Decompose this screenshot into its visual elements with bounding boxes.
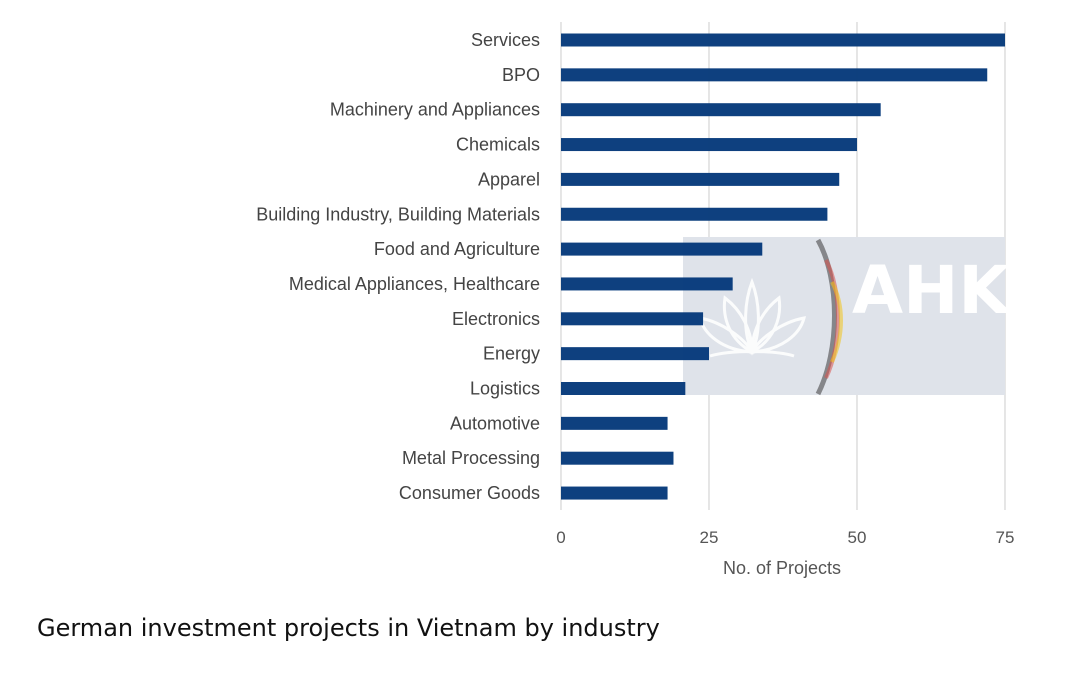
bar	[561, 68, 988, 82]
category-label: Electronics	[452, 309, 540, 329]
x-tick-labels: 0 25 50 75	[556, 528, 1014, 547]
category-label: Food and Agriculture	[374, 239, 540, 259]
x-tick-label: 50	[848, 528, 867, 547]
bar	[561, 486, 668, 500]
category-label: Services	[471, 30, 540, 50]
x-tick-label: 0	[556, 528, 565, 547]
category-label: Medical Appliances, Healthcare	[289, 274, 540, 294]
bar	[561, 103, 881, 117]
bar	[561, 207, 828, 221]
category-label: Automotive	[450, 413, 540, 433]
flag-arc-icon	[815, 238, 837, 396]
category-label: Consumer Goods	[399, 483, 540, 503]
bar	[561, 242, 763, 256]
figure-caption: German investment projects in Vietnam by…	[37, 614, 660, 642]
category-label: Apparel	[478, 169, 540, 189]
flag-arc-gold-icon	[830, 281, 843, 363]
bar	[561, 382, 686, 395]
bar	[561, 312, 704, 326]
category-label: Building Industry, Building Materials	[256, 204, 540, 224]
category-labels: Services BPO Machinery and Appliances Chemi…	[256, 30, 540, 503]
bar	[561, 138, 857, 152]
bar	[561, 277, 733, 291]
bar	[561, 416, 668, 430]
x-tick-label: 25	[700, 528, 719, 547]
category-label: Chemicals	[456, 135, 540, 155]
category-label: Machinery and Appliances	[330, 100, 540, 120]
bar	[561, 172, 840, 186]
category-label: Logistics	[470, 379, 540, 399]
flag-arc-red-icon	[824, 259, 840, 379]
category-label: Metal Processing	[402, 448, 540, 468]
watermark-panel	[683, 237, 1005, 395]
category-label: Energy	[483, 344, 540, 364]
category-label: BPO	[502, 65, 540, 85]
bars	[561, 33, 1005, 500]
watermark-text: AHK	[852, 252, 1012, 329]
bar	[561, 347, 709, 361]
lotus-icon	[697, 277, 807, 358]
x-tick-label: 75	[996, 528, 1015, 547]
bar	[561, 451, 674, 465]
bar	[561, 33, 1005, 47]
x-axis-title: No. of Projects	[723, 558, 841, 578]
ahk-watermark: AHK	[683, 237, 1012, 396]
